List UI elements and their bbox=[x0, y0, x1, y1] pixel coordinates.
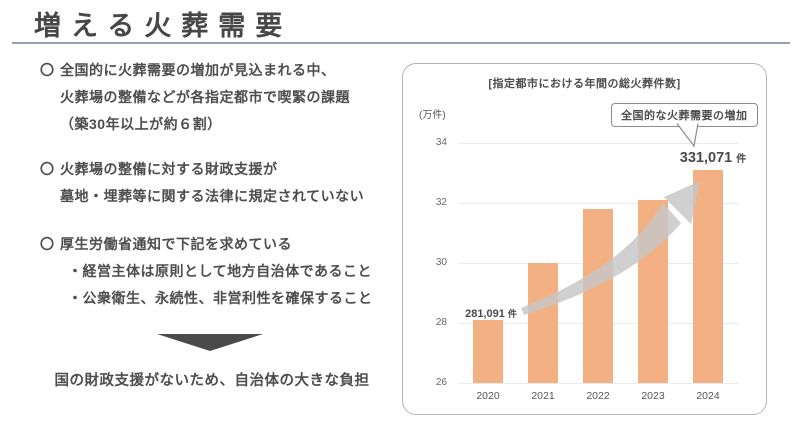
title-underline bbox=[12, 42, 790, 44]
data-label-value: 331,071 bbox=[679, 150, 733, 166]
x-tick-label-2022: 2022 bbox=[586, 390, 610, 402]
bullet-marker: 〇 bbox=[40, 62, 54, 78]
chart-title: [指定都市における年間の総火葬件数] bbox=[488, 78, 681, 90]
bullet-subline: ・経営主体は原則として地方自治体であること bbox=[68, 263, 372, 279]
x-tick-label-2024: 2024 bbox=[696, 390, 720, 402]
bar-2024 bbox=[693, 170, 723, 383]
x-tick-label-2021: 2021 bbox=[531, 390, 555, 402]
bullet-line: 全国的に火葬需要の増加が見込まれる中、 bbox=[60, 62, 336, 78]
data-label-2024: 331,071 件 bbox=[680, 149, 746, 167]
bar-2021 bbox=[528, 263, 558, 383]
y-tick-label-30: 30 bbox=[435, 257, 447, 268]
left-column: 〇 全国的に火葬需要の増加が見込まれる中、 火葬場の整備などが各指定都市で喫緊の… bbox=[40, 57, 410, 312]
bar-2022 bbox=[583, 209, 613, 383]
y-tick-label-26: 26 bbox=[435, 377, 447, 388]
x-tick-label-2023: 2023 bbox=[641, 390, 665, 402]
data-label-unit: 件 bbox=[507, 309, 517, 319]
bullet-group-3: 〇 厚生労働省通知で下記を求めている ・経営主体は原則として地方自治体であること… bbox=[40, 231, 410, 312]
bullet-line: 厚生労働省通知で下記を求めている bbox=[60, 236, 292, 252]
gridline-26 bbox=[458, 383, 738, 384]
y-tick-label-32: 32 bbox=[435, 197, 447, 208]
y-axis-unit-label: (万件) bbox=[419, 110, 446, 121]
bullet-line: 火葬場の整備などが各指定都市で喫緊の課題 bbox=[60, 89, 350, 105]
data-label-value: 281,091 bbox=[465, 308, 505, 320]
bullet-line: 火葬場の整備に対する財政支援が bbox=[60, 161, 278, 177]
gridline-34 bbox=[458, 143, 738, 144]
data-label-2020: 281,091 件 bbox=[465, 304, 517, 322]
bullet-group-1: 〇 全国的に火葬需要の増加が見込まれる中、 火葬場の整備などが各指定都市で喫緊の… bbox=[40, 57, 410, 138]
page-title: 増える火葬需要 bbox=[34, 11, 293, 41]
callout-label: 全国的な火葬需要の増加 bbox=[611, 103, 758, 127]
bullet-line: （築30年以上が約６割） bbox=[60, 116, 222, 132]
x-tick-label-2020: 2020 bbox=[476, 390, 500, 402]
bullet-marker: 〇 bbox=[40, 236, 54, 252]
bullet-subline: ・公衆衛生、永続性、非営利性を確保すること bbox=[68, 290, 373, 306]
down-arrow-icon bbox=[157, 334, 263, 351]
bar-2023 bbox=[638, 200, 668, 383]
bullet-line: 墓地・埋葬等に関する法律に規定されていない bbox=[60, 188, 365, 204]
bullet-group-2: 〇 火葬場の整備に対する財政支援が 墓地・埋葬等に関する法律に規定されていない bbox=[40, 156, 410, 210]
bullet-marker: 〇 bbox=[40, 161, 54, 177]
bar-2020 bbox=[473, 320, 503, 383]
conclusion-text: 国の財政支援がないため、自治体の大きな負担 bbox=[54, 373, 370, 389]
data-label-unit: 件 bbox=[736, 154, 747, 165]
y-tick-label-28: 28 bbox=[435, 317, 447, 328]
chart-panel: [指定都市における年間の総火葬件数] (万件) 26 28 30 32 34 2020 20… bbox=[402, 63, 767, 415]
y-tick-label-34: 34 bbox=[435, 137, 447, 148]
